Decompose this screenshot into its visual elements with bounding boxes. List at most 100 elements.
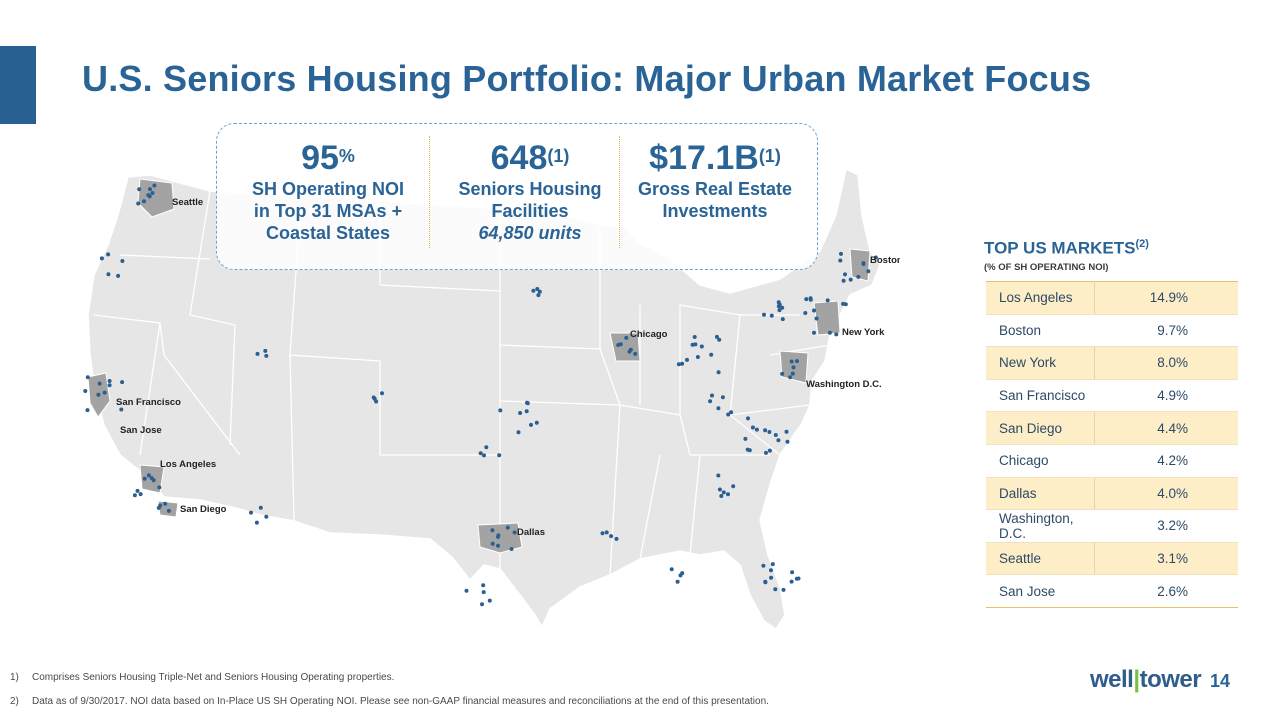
property-dot: [156, 505, 161, 510]
market-row: New York 8.0%: [986, 346, 1238, 380]
property-dot: [762, 312, 766, 317]
property-dot: [498, 408, 503, 413]
property-dot: [680, 571, 685, 576]
property-dot: [841, 301, 846, 306]
market-row: San Diego 4.4%: [986, 411, 1238, 445]
property-dot: [750, 425, 755, 430]
property-dot: [633, 351, 638, 356]
property-dot: [119, 407, 124, 412]
state-borders: [93, 190, 831, 576]
property-dot: [808, 296, 813, 301]
property-dot: [106, 272, 111, 277]
property-dot: [709, 352, 714, 357]
property-dot: [518, 411, 523, 415]
property-dot: [791, 365, 796, 370]
market-row: Chicago 4.2%: [986, 444, 1238, 478]
market-name: Boston: [986, 314, 1095, 348]
property-dot: [746, 416, 750, 421]
property-dot: [719, 494, 724, 498]
stat-noi-line-2: in Top 31 MSAs +: [253, 201, 403, 221]
property-dot: [136, 201, 141, 206]
property-dot: [767, 448, 772, 453]
property-dot: [258, 505, 263, 510]
property-dot: [731, 484, 736, 489]
property-dot: [535, 287, 540, 291]
property-dot: [151, 478, 156, 483]
property-dot: [96, 392, 101, 397]
property-dot: [166, 508, 171, 513]
market-value: 3.1%: [1094, 542, 1238, 576]
property-dot: [481, 583, 486, 588]
property-dot: [770, 562, 775, 567]
property-dot: [614, 536, 619, 541]
market-value: 4.9%: [1094, 379, 1238, 413]
property-dot: [790, 371, 795, 376]
property-dot: [263, 348, 268, 353]
property-dot: [699, 344, 704, 349]
market-value: 2.6%: [1094, 574, 1238, 608]
property-dot: [107, 379, 112, 383]
property-dot: [834, 332, 839, 337]
property-dot: [763, 428, 768, 433]
property-dot: [484, 445, 489, 450]
property-dot: [496, 533, 501, 538]
property-dot: [374, 399, 379, 404]
property-dot: [773, 587, 778, 592]
page-title: U.S. Seniors Housing Portfolio: Major Ur…: [82, 58, 1092, 99]
property-dot: [600, 531, 605, 536]
property-dot: [812, 330, 816, 335]
property-dot: [780, 317, 785, 322]
property-dot: [796, 576, 801, 581]
property-dot: [795, 359, 799, 364]
property-dot: [789, 359, 794, 364]
market-row: Los Angeles 14.9%: [986, 281, 1238, 315]
stat-investments-line-2: Investments: [662, 201, 768, 221]
property-dot: [152, 183, 157, 188]
market-row: Seattle 3.1%: [986, 542, 1238, 576]
property-dot: [717, 337, 722, 342]
property-dot: [482, 453, 486, 458]
stats-callout: 95% SH Operating NOI in Top 31 MSAs + Co…: [216, 123, 818, 270]
stat-facilities-line-2: Facilities: [491, 201, 569, 221]
property-dot: [803, 311, 808, 315]
property-dot: [788, 375, 793, 380]
property-dot: [525, 401, 530, 406]
stat-facilities-line-1: Seniors Housing: [458, 179, 602, 199]
property-dot: [861, 262, 866, 266]
property-dot: [478, 451, 483, 456]
market-row: San Jose 2.6%: [986, 574, 1238, 608]
property-dot: [781, 587, 786, 592]
market-name: Los Angeles: [986, 281, 1095, 315]
map-label-los-angeles: Los Angeles: [160, 459, 216, 470]
footnote-2: 2) Data as of 9/30/2017. NOI data based o…: [10, 696, 769, 707]
property-dot: [695, 355, 700, 359]
property-dot: [720, 395, 725, 400]
property-dot: [726, 412, 731, 417]
stat-investments-value: $17.1B: [649, 139, 759, 177]
markets-table: Los Angeles 14.9% Boston 9.7% New York 8.0% Sa…: [986, 281, 1238, 608]
market-row: Washington, D.C. 3.2%: [986, 509, 1238, 543]
stat-divider: [429, 136, 430, 248]
market-name: San Jose: [986, 574, 1095, 608]
property-dot: [150, 191, 155, 195]
market-name: Chicago: [986, 444, 1095, 478]
property-dot: [764, 450, 768, 455]
property-dot: [763, 579, 768, 584]
markets-title: TOP US MARKETS(2): [984, 238, 1149, 258]
map-label-san-francisco: San Francisco: [116, 397, 181, 408]
property-dot: [716, 370, 721, 375]
property-dot: [137, 187, 142, 192]
stat-noi: 95% SH Operating NOI in Top 31 MSAs + Co…: [229, 124, 427, 269]
stat-facilities-units: 64,850 units: [478, 223, 582, 243]
property-dot: [669, 567, 674, 572]
property-dot: [856, 274, 861, 279]
property-dot: [866, 269, 871, 274]
accent-bar: [0, 46, 36, 124]
property-dot: [838, 258, 843, 263]
property-dot: [841, 278, 846, 283]
map-label-new-york: New York: [842, 327, 885, 338]
stat-investments: $17.1B(1) Gross Real Estate Investments: [623, 124, 807, 269]
property-dot: [107, 383, 112, 388]
property-dot: [773, 433, 778, 437]
property-dot: [120, 259, 125, 263]
